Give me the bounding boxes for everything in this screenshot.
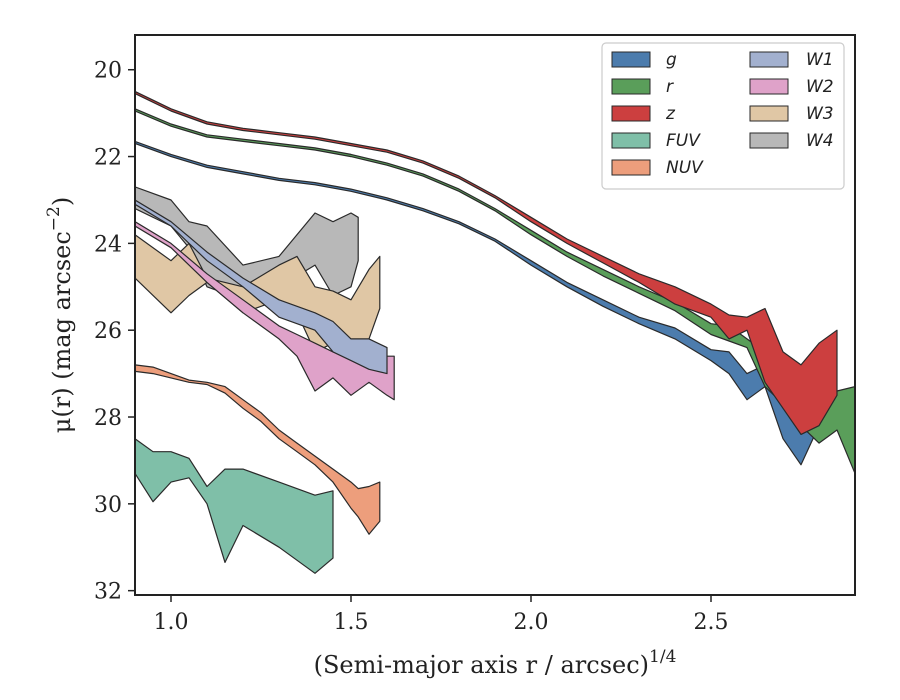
legend-label-r: r [666, 77, 674, 97]
legend-label-w1: W1 [806, 50, 834, 70]
x-tick-label: 1.5 [334, 610, 369, 635]
y-tick-label: 30 [94, 493, 122, 518]
legend-label-nuv: NUV [666, 158, 704, 178]
band-w2 [135, 221, 395, 401]
y-axis-label: μ(r) (mag arcsec−2) [44, 197, 76, 433]
x-axis-label: (Semi-major axis r / arcsec)1/4 [314, 647, 677, 679]
legend-label-fuv: FUV [666, 131, 701, 151]
band-nuv [135, 364, 381, 535]
x-axis-ticks: 1.0 1.5 2.0 2.5 [154, 595, 729, 635]
x-tick-label: 2.0 [514, 610, 549, 635]
legend-swatch-w4 [749, 132, 789, 149]
band-z [135, 90, 838, 435]
y-tick-label: 26 [94, 319, 122, 344]
legend-label-z: z [665, 104, 676, 124]
profile-bands [135, 90, 855, 574]
legend-swatch-w2 [749, 78, 789, 95]
legend-label-w3: W3 [806, 104, 834, 124]
legend-swatch-g [611, 51, 651, 68]
x-tick-label: 2.5 [694, 610, 729, 635]
y-tick-label: 20 [94, 59, 122, 84]
legend-label-g: g [666, 50, 677, 70]
band-r [135, 108, 855, 474]
legend-label-w4: W4 [806, 131, 834, 151]
legend-swatch-nuv [611, 159, 651, 176]
legend: grz FUV NUV W1 W2 W3 W4 [601, 42, 845, 190]
legend-swatch-w1 [749, 51, 789, 68]
y-tick-label: 22 [94, 146, 122, 171]
y-axis-ticks: 20 22 24 26 28 30 32 [94, 59, 135, 605]
legend-label-w2: W2 [806, 77, 834, 97]
legend-swatch-r [611, 78, 651, 95]
x-tick-label: 1.0 [154, 610, 189, 635]
legend-swatch-z [611, 105, 651, 122]
legend-swatch-w3 [749, 105, 789, 122]
y-tick-label: 32 [94, 580, 122, 605]
band-fuv [135, 438, 334, 574]
y-tick-label: 24 [94, 232, 122, 257]
plot-frame [134, 34, 856, 596]
legend-swatch-fuv [611, 132, 651, 149]
y-tick-label: 28 [94, 406, 122, 431]
band-w1 [135, 199, 388, 375]
